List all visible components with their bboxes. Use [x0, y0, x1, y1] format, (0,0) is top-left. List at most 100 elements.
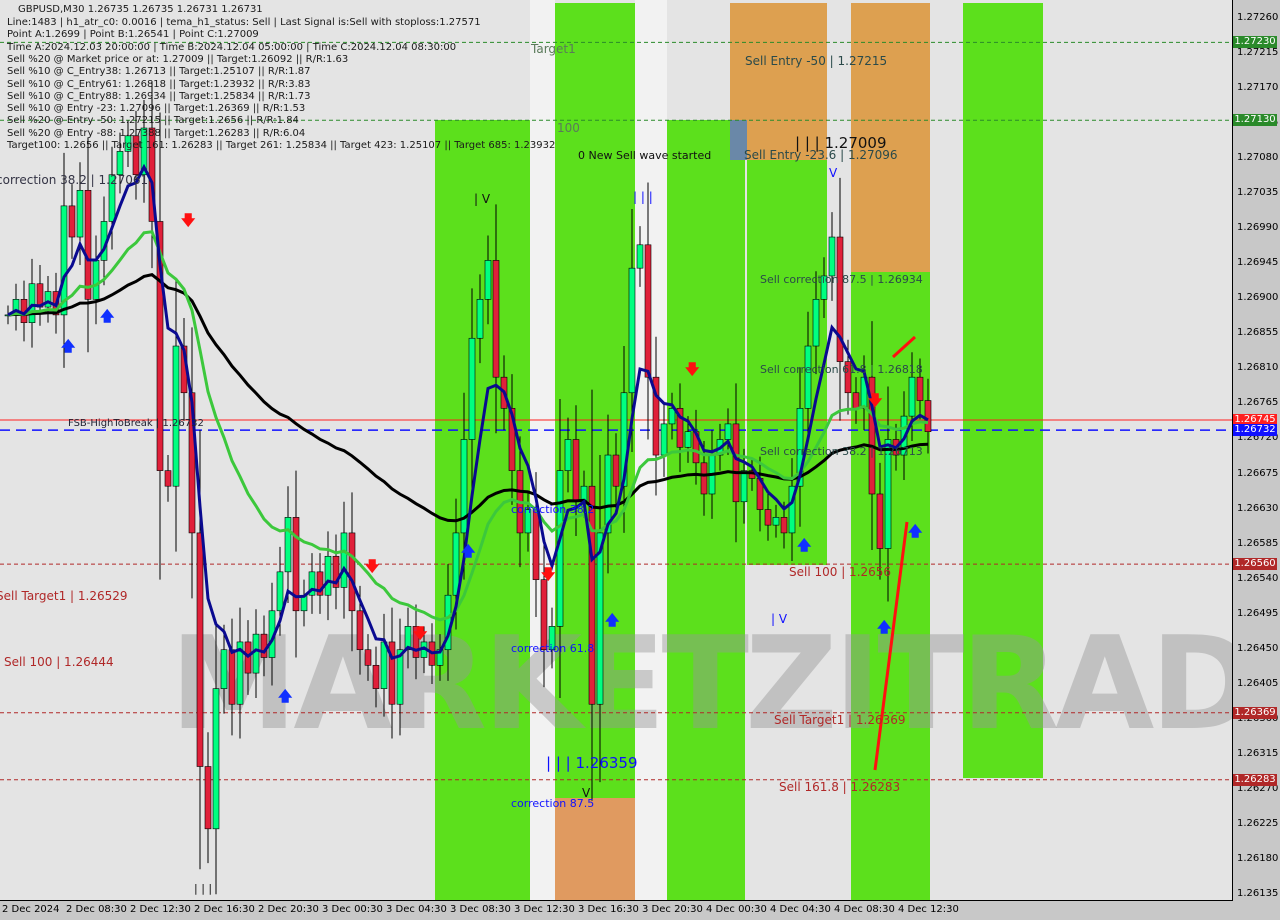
candle-down: [348, 532, 356, 612]
candle-up: [484, 260, 492, 300]
buy-arrow-icon: 🡅: [797, 538, 812, 554]
buy-arrow-icon: 🡅: [908, 524, 923, 540]
candle-up: [340, 532, 348, 588]
label-correction-38: correction 38.2 | 1.27061: [0, 173, 149, 187]
info-line: Sell %20 @ Entry -88: 1.27388 || Target:…: [7, 127, 306, 139]
buy-arrow-icon: 🡅: [461, 544, 476, 560]
price-tick: 1.27080: [1237, 152, 1279, 164]
candle-up: [596, 532, 604, 705]
buy-arrow-icon: 🡅: [100, 309, 115, 325]
label-sell100-left: Sell 100 | 1.26444: [4, 655, 114, 669]
candle-up: [252, 633, 260, 674]
price-tick: 1.27260: [1237, 12, 1279, 23]
candle-up: [76, 190, 84, 238]
candle-up: [212, 688, 220, 830]
time-tick: 2 Dec 08:30: [66, 904, 127, 915]
candle-down: [868, 376, 876, 495]
candle-down: [372, 664, 380, 689]
time-tick: 3 Dec 12:30: [514, 904, 575, 915]
time-axis[interactable]: 2 Dec 2024 2 Dec 08:30 2 Dec 12:30 2 Dec 16…: [0, 901, 1232, 920]
price-tick: 1.26630: [1237, 502, 1279, 514]
candle-up: [812, 299, 820, 347]
candle-up: [772, 517, 780, 526]
time-tick: 2 Dec 20:30: [258, 904, 319, 915]
candle-up: [796, 408, 804, 487]
price-tick: 1.26225: [1237, 817, 1279, 829]
time-tick: 2 Dec 12:30: [130, 904, 191, 915]
info-line: Sell %20 @ Market price or at: 1.27009 |…: [7, 53, 349, 65]
blue-zone: [730, 120, 747, 160]
candle-down: [364, 649, 372, 666]
candle-down: [292, 517, 300, 612]
ma-mid-line: [7, 230, 929, 622]
price-tick: 1.26180: [1237, 852, 1279, 864]
highlight-column: [530, 0, 555, 900]
candle-up: [404, 626, 412, 651]
label-corr-382: correction 38.2: [511, 503, 595, 516]
price-tick: 1.26450: [1237, 642, 1279, 654]
price-tick: 1.26135: [1237, 888, 1279, 899]
candle-down: [508, 408, 516, 471]
label-corr-618: correction 61.8: [511, 642, 595, 655]
candle-up: [620, 392, 628, 487]
buy-arrow-icon: 🡅: [278, 689, 293, 705]
time-tick: 4 Dec 00:30: [706, 904, 767, 915]
candle-up: [236, 641, 244, 705]
candle-down: [492, 260, 500, 378]
candle-up: [468, 337, 476, 440]
candle-down: [68, 205, 76, 238]
candle-up: [660, 423, 668, 456]
candle-up: [44, 291, 52, 308]
candle-down: [876, 493, 884, 549]
candle-up: [380, 641, 388, 689]
label-wave-v-bottom: V: [582, 786, 591, 800]
candle-up: [324, 555, 332, 596]
candle-down: [836, 236, 844, 362]
label-wave-i-bottom: | | |: [194, 882, 213, 895]
candle-up: [124, 135, 132, 152]
watermark: MARKETZITRADE: [170, 610, 1233, 759]
price-tick: 1.26405: [1237, 677, 1279, 689]
label-sell-corr-618: Sell correction 61.8 | 1.26818: [760, 363, 923, 376]
info-line: Sell %20 @ Entry -50: 1.27215 || Target:…: [7, 115, 299, 127]
candle-down: [356, 610, 364, 651]
label-100: 100: [557, 121, 580, 135]
candle-up: [460, 439, 468, 534]
label-fsb: FSB-HighToBreak | 1.26732: [68, 418, 204, 429]
candle-up: [276, 571, 284, 612]
candle-up: [140, 127, 148, 176]
candle-down: [844, 361, 852, 394]
price-tick: 1.26540: [1237, 572, 1279, 584]
candle-up: [60, 205, 68, 316]
chart-plot-area[interactable]: MARKETZITRADE GBPUSD,M30 1.26735 1.26735…: [0, 0, 1233, 901]
label-new-wave: 0 New Sell wave started: [578, 149, 712, 162]
green-zone: [435, 120, 530, 900]
candle-down: [156, 221, 164, 471]
candle-up: [548, 626, 556, 651]
price-tick: 1.26900: [1237, 292, 1279, 304]
time-tick: 3 Dec 16:30: [578, 904, 639, 915]
candle-down: [700, 462, 708, 495]
price-tick: 1.26675: [1237, 467, 1279, 479]
price-tick: 1.26270: [1237, 782, 1279, 794]
time-tick: 2 Dec 16:30: [194, 904, 255, 915]
price-tick: 1.26720: [1237, 432, 1279, 444]
trend-line: [891, 335, 917, 359]
sell-arrow-icon: 🡇: [365, 559, 380, 575]
label-sell-1618: Sell 161.8 | 1.26283: [779, 780, 901, 794]
price-axis[interactable]: 1.272601.272151.271701.271251.270801.270…: [1233, 0, 1280, 900]
time-tick: 4 Dec 04:30: [770, 904, 831, 915]
info-line: Sell %10 @ C_Entry88: 1.26934 || Target:…: [7, 90, 311, 102]
candle-down: [228, 649, 236, 705]
candle-up: [884, 439, 892, 549]
candle-down: [412, 626, 420, 658]
candle-down: [644, 244, 652, 378]
candle-down: [780, 517, 788, 534]
info-line: Point A:1.2699 | Point B:1.26541 | Point…: [7, 29, 259, 41]
candle-down: [388, 641, 396, 705]
symbol-header: GBPUSD,M30 1.26735 1.26735 1.26731 1.267…: [18, 4, 263, 15]
orange-zone: [851, 3, 930, 272]
candle-down: [164, 470, 172, 487]
candle-up: [604, 454, 612, 534]
time-tick: 3 Dec 00:30: [322, 904, 383, 915]
